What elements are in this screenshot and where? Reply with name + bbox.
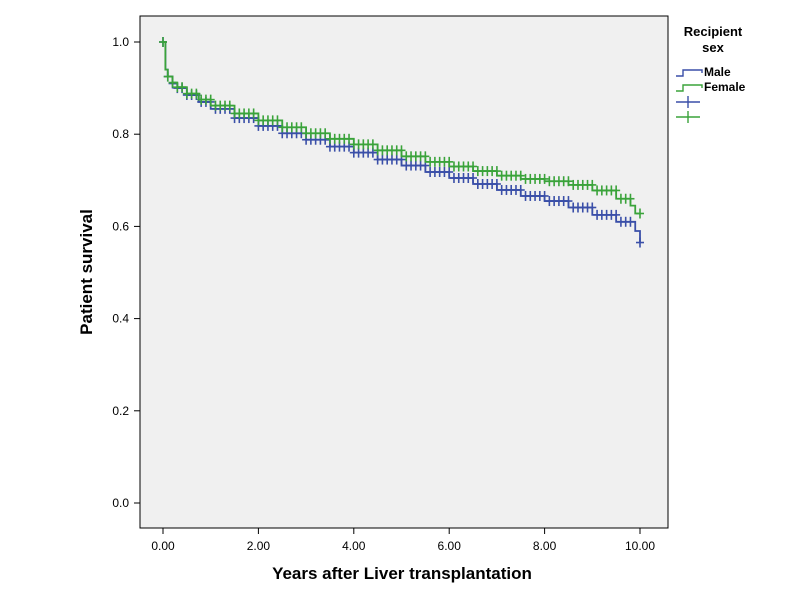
legend-label-male: Male [704, 65, 731, 79]
censor-marks-female [159, 37, 644, 219]
censor-mark [612, 209, 621, 220]
censor-mark [492, 166, 501, 177]
censor-mark [540, 173, 549, 184]
censor-mark [612, 185, 621, 196]
censor-mark [368, 139, 377, 150]
censor-mark [564, 196, 573, 207]
legend-swatch-censor-female [676, 111, 700, 123]
censor-mark [206, 94, 215, 105]
x-tick-label: 10.00 [625, 539, 655, 553]
censor-mark [492, 178, 501, 189]
censor-mark [273, 115, 282, 126]
censor-mark [626, 216, 635, 227]
x-axis-ticks: 0.00 2.00 4.00 6.00 8.00 10.00 [151, 528, 655, 553]
censor-mark [588, 202, 597, 213]
y-axis-ticks: 0.0 0.2 0.4 0.6 0.8 1.0 [112, 35, 140, 510]
censor-mark [397, 145, 406, 156]
series-layer [159, 37, 644, 248]
censor-mark [588, 179, 597, 190]
censor-mark [225, 100, 234, 111]
censor-mark [516, 170, 525, 181]
x-tick-label: 8.00 [533, 539, 557, 553]
censor-mark [636, 237, 644, 248]
censor-mark [321, 128, 330, 139]
censor-mark [345, 133, 354, 144]
censor-mark [159, 37, 167, 47]
x-tick-label: 4.00 [342, 539, 366, 553]
legend-title-line-1: Recipient [684, 24, 743, 39]
x-tick-label: 0.00 [151, 539, 175, 553]
y-tick-label: 0.2 [112, 404, 129, 418]
series-female [159, 37, 644, 219]
censor-mark [469, 172, 478, 183]
censor-mark [297, 122, 306, 133]
x-tick-label: 6.00 [438, 539, 462, 553]
censor-mark [168, 77, 177, 88]
censor-mark [192, 88, 201, 99]
censor-mark [516, 184, 525, 195]
censor-mark [626, 193, 635, 204]
censor-mark [445, 156, 454, 167]
censor-mark [469, 161, 478, 172]
y-tick-label: 0.4 [112, 312, 129, 326]
y-tick-label: 0.6 [112, 219, 129, 233]
y-axis-title: Patient survival [77, 209, 96, 335]
x-tick-label: 2.00 [247, 539, 271, 553]
censor-mark [178, 82, 187, 93]
censor-mark [636, 208, 644, 219]
legend-label-female: Female [704, 80, 746, 94]
censor-mark [421, 151, 430, 162]
x-axis-title: Years after Liver transplantation [272, 564, 532, 583]
y-tick-label: 0.8 [112, 127, 129, 141]
y-tick-label: 0.0 [112, 496, 129, 510]
censor-mark [163, 71, 172, 82]
y-tick-label: 1.0 [112, 35, 129, 49]
censor-mark [249, 108, 258, 119]
legend-swatch-censor-male [676, 96, 700, 108]
legend-title-line-2: sex [702, 40, 724, 55]
legend-swatch-line-female [676, 84, 703, 92]
censor-mark [445, 167, 454, 178]
censor-mark [540, 190, 549, 201]
plot-area [139, 15, 669, 529]
legend-swatch-line-male [676, 69, 703, 77]
censor-mark [564, 176, 573, 187]
